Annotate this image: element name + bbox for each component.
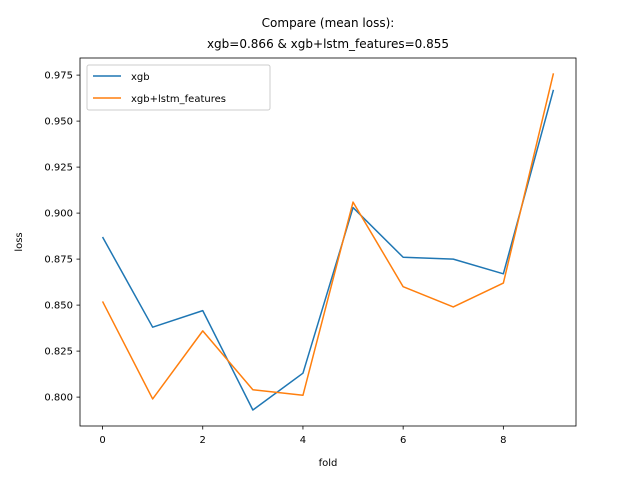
y-axis-ticks: 0.800 0.825 0.850 0.875 0.900 0.925 0.950 0.975 xyxy=(44,71,80,404)
legend: xgb xgb+lstm_features xyxy=(86,64,271,111)
y-tick-label: 0.875 xyxy=(44,255,73,266)
y-tick-label: 0.850 xyxy=(44,301,73,312)
series-line-xgb xyxy=(101,89,555,411)
legend-box xyxy=(86,64,271,111)
x-tick-label: 4 xyxy=(300,435,306,446)
y-tick-label: 0.975 xyxy=(44,71,73,82)
series-line-xgb-lstm-features xyxy=(101,73,555,400)
chart-title-line-1: Compare (mean loss): xyxy=(262,16,395,30)
chart-title-line-2: xgb=0.866 & xgb+lstm_features=0.855 xyxy=(207,37,449,51)
x-tick-label: 0 xyxy=(99,435,105,446)
y-tick-label: 0.950 xyxy=(44,117,73,128)
y-axis-label: loss xyxy=(14,232,25,251)
x-tick-label: 2 xyxy=(200,435,206,446)
y-tick-label: 0.825 xyxy=(44,347,73,358)
x-tick-label: 8 xyxy=(500,435,506,446)
x-tick-label: 6 xyxy=(400,435,406,446)
plot-area-frame xyxy=(79,57,577,427)
y-tick-label: 0.925 xyxy=(44,163,73,174)
legend-entry-xgb-lstm-features: xgb+lstm_features xyxy=(131,94,226,105)
series-lines xyxy=(101,73,555,411)
y-tick-label: 0.800 xyxy=(44,393,73,404)
x-axis-ticks: 0 2 4 6 8 xyxy=(99,426,507,446)
y-tick-label: 0.900 xyxy=(44,209,73,220)
x-axis-label: fold xyxy=(319,458,338,469)
legend-entry-xgb: xgb xyxy=(131,72,150,83)
